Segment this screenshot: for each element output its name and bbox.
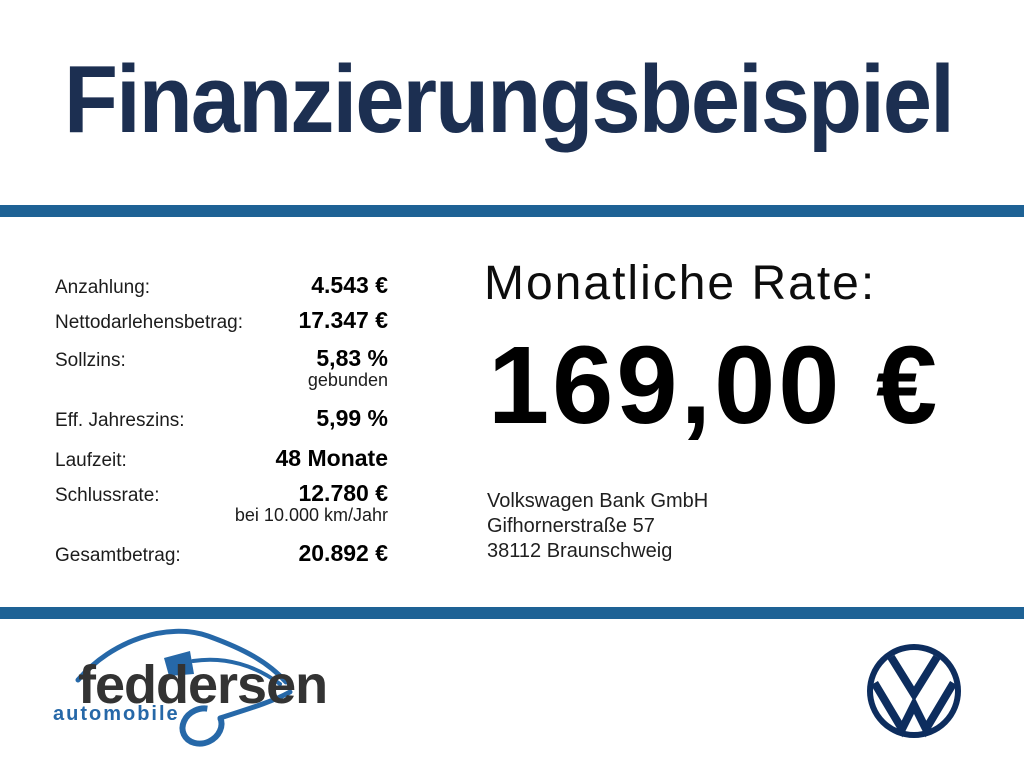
bottom-divider-bar — [0, 607, 1024, 619]
finance-table: Anzahlung: 4.543 € Nettodarlehensbetrag:… — [55, 268, 388, 578]
finance-row-gesamtbetrag: Gesamtbetrag: 20.892 € — [55, 540, 388, 567]
row-value: 17.347 € — [298, 307, 388, 333]
dealer-logo: feddersen automobile — [40, 614, 380, 759]
row-label: Gesamtbetrag: — [55, 545, 181, 566]
row-value: 12.780 € — [298, 480, 388, 506]
bank-address: Volkswagen Bank GmbH Gifhornerstraße 57 … — [487, 489, 708, 564]
row-note-km-jahr: bei 10.000 km/Jahr — [234, 505, 388, 525]
top-divider-bar — [0, 205, 1024, 217]
row-value: 4.543 € — [311, 272, 388, 298]
bank-city: 38112 Braunschweig — [487, 540, 673, 562]
finance-row-nettodarlehensbetrag: Nettodarlehensbetrag: 17.347 € — [55, 307, 388, 334]
bank-name: Volkswagen Bank GmbH — [487, 490, 709, 512]
row-label: Laufzeit: — [55, 450, 127, 471]
finance-row-eff-jahreszins: Eff. Jahreszins: 5,99 % — [55, 405, 388, 432]
monthly-rate-value: 169,00 € — [488, 324, 941, 447]
row-value: 5,83 % — [316, 345, 388, 371]
row-value: 48 Monate — [275, 445, 388, 471]
row-label: Anzahlung: — [55, 277, 151, 298]
row-label: Sollzins: — [55, 350, 126, 371]
row-value: 5,99 % — [316, 405, 388, 431]
row-note-gebunden: gebunden — [307, 370, 388, 390]
car-sketch-icon — [75, 628, 293, 747]
finance-row-laufzeit: Laufzeit: 48 Monate — [55, 445, 388, 472]
finance-row-schlussrate: Schlussrate: 12.780 € — [55, 480, 388, 507]
dealer-name: feddersen — [78, 655, 328, 715]
monthly-rate-label: Monatliche Rate: — [484, 257, 877, 310]
row-label: Nettodarlehensbetrag: — [55, 312, 244, 333]
finance-row-sollzins: Sollzins: 5,83 % — [55, 345, 388, 372]
row-label: Schlussrate: — [55, 485, 160, 506]
dealer-tagline: automobile — [53, 703, 180, 725]
row-label: Eff. Jahreszins: — [55, 410, 185, 431]
finance-row-anzahlung: Anzahlung: 4.543 € — [55, 272, 388, 299]
bank-street: Gifhornerstraße 57 — [487, 515, 655, 537]
page-title: Finanzierungsbeispiel — [64, 46, 955, 153]
vw-logo-icon — [864, 641, 964, 741]
row-value: 20.892 € — [298, 540, 388, 566]
